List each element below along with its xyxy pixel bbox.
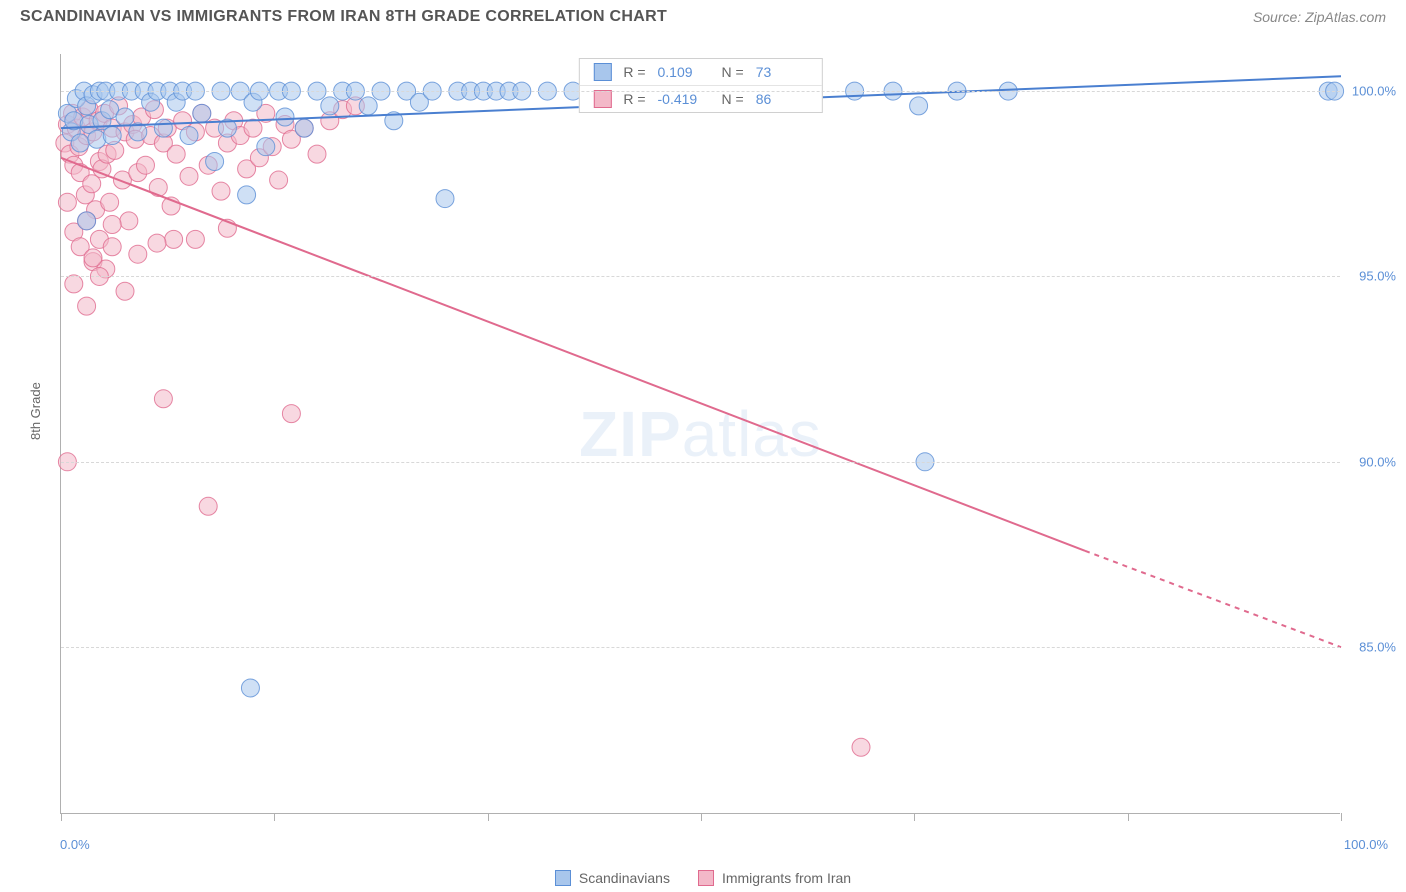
legend-r-value: 0.109	[658, 64, 710, 80]
legend-swatch	[593, 90, 611, 108]
y-tick-label: 95.0%	[1359, 269, 1396, 284]
legend-n-value: 73	[756, 64, 808, 80]
y-tick-label: 100.0%	[1352, 84, 1396, 99]
chart-plot-area: ZIPatlas R =0.109N =73R =-0.419N =86 85.…	[60, 54, 1340, 814]
legend-label: Scandinavians	[579, 870, 670, 886]
gridline	[61, 276, 1340, 277]
chart-title: SCANDINAVIAN VS IMMIGRANTS FROM IRAN 8TH…	[20, 8, 667, 26]
x-tick	[274, 813, 275, 821]
gridline	[61, 91, 1340, 92]
x-tick	[701, 813, 702, 821]
legend-r-label: R =	[623, 91, 645, 107]
legend-n-label: N =	[722, 91, 744, 107]
x-tick	[914, 813, 915, 821]
series-legend: Scandinavians Immigrants from Iran	[0, 870, 1406, 886]
chart-source: Source: ZipAtlas.com	[1253, 9, 1386, 25]
x-tick-label-left: 0.0%	[60, 837, 90, 852]
legend-n-label: N =	[722, 64, 744, 80]
legend-swatch	[698, 870, 714, 886]
gridline	[61, 462, 1340, 463]
legend-item: Immigrants from Iran	[698, 870, 851, 886]
y-tick-label: 90.0%	[1359, 454, 1396, 469]
x-tick-label-right: 100.0%	[1344, 837, 1388, 852]
gridline	[61, 647, 1340, 648]
x-tick	[61, 813, 62, 821]
legend-label: Immigrants from Iran	[722, 870, 851, 886]
legend-item: Scandinavians	[555, 870, 670, 886]
chart-header: SCANDINAVIAN VS IMMIGRANTS FROM IRAN 8TH…	[0, 0, 1406, 38]
legend-n-value: 86	[756, 91, 808, 107]
x-tick	[1128, 813, 1129, 821]
y-axis-label: 8th Grade	[28, 382, 43, 440]
x-tick	[1341, 813, 1342, 821]
scatter-svg	[61, 54, 1340, 813]
x-tick	[488, 813, 489, 821]
legend-swatch	[593, 63, 611, 81]
legend-swatch	[555, 870, 571, 886]
legend-r-value: -0.419	[658, 91, 710, 107]
legend-r-label: R =	[623, 64, 645, 80]
correlation-legend-row: R = -0.419 N = 86	[579, 85, 821, 112]
y-tick-label: 85.0%	[1359, 640, 1396, 655]
correlation-legend: R = 0.109 N = 73 R = -0.419 N = 86	[578, 58, 822, 113]
correlation-legend-row: R = 0.109 N = 73	[579, 59, 821, 85]
